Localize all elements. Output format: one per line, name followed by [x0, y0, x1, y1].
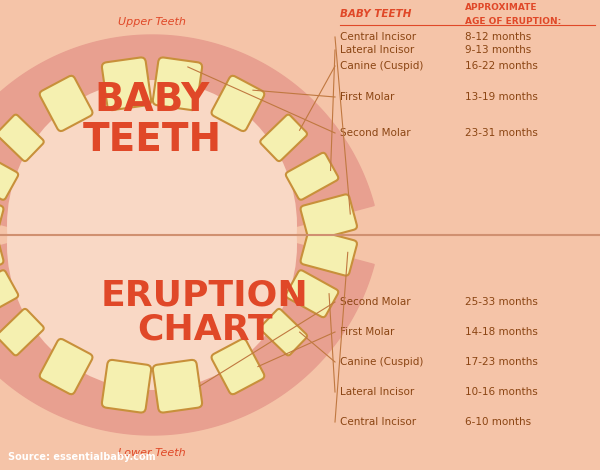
Text: 6-10 months: 6-10 months	[465, 417, 531, 427]
FancyBboxPatch shape	[0, 229, 4, 275]
FancyBboxPatch shape	[102, 57, 151, 110]
Text: Second Molar: Second Molar	[340, 297, 410, 307]
Text: CHART: CHART	[137, 313, 273, 347]
Text: Lateral Incisor: Lateral Incisor	[340, 387, 414, 397]
FancyBboxPatch shape	[0, 270, 18, 317]
FancyBboxPatch shape	[153, 360, 202, 413]
FancyBboxPatch shape	[301, 195, 357, 241]
FancyBboxPatch shape	[212, 339, 265, 394]
Text: 14-18 months: 14-18 months	[465, 327, 538, 337]
Text: APPROXIMATE: APPROXIMATE	[465, 3, 538, 12]
Polygon shape	[0, 35, 374, 229]
FancyBboxPatch shape	[286, 270, 338, 317]
Text: AGE OF ERUPTION:: AGE OF ERUPTION:	[465, 17, 561, 26]
Text: 8-12 months: 8-12 months	[465, 32, 531, 42]
Text: First Molar: First Molar	[340, 92, 394, 102]
Text: 25-33 months: 25-33 months	[465, 297, 538, 307]
Text: First Molar: First Molar	[340, 327, 394, 337]
FancyBboxPatch shape	[260, 115, 307, 161]
Text: BABY TEETH: BABY TEETH	[340, 9, 412, 19]
Text: Canine (Cuspid): Canine (Cuspid)	[340, 357, 424, 367]
Text: 17-23 months: 17-23 months	[465, 357, 538, 367]
FancyBboxPatch shape	[0, 153, 18, 200]
Text: 10-16 months: 10-16 months	[465, 387, 538, 397]
Text: Canine (Cuspid): Canine (Cuspid)	[340, 61, 424, 71]
Text: Lower Teeth: Lower Teeth	[118, 448, 186, 458]
FancyBboxPatch shape	[260, 309, 307, 355]
FancyBboxPatch shape	[212, 76, 265, 131]
FancyBboxPatch shape	[40, 339, 92, 394]
Text: 16-22 months: 16-22 months	[465, 61, 538, 71]
FancyBboxPatch shape	[102, 360, 151, 413]
Text: 23-31 months: 23-31 months	[465, 128, 538, 138]
Text: ERUPTION: ERUPTION	[101, 278, 309, 312]
Text: 9-13 months: 9-13 months	[465, 45, 531, 55]
Ellipse shape	[7, 80, 297, 370]
Text: Second Molar: Second Molar	[340, 128, 410, 138]
FancyBboxPatch shape	[301, 229, 357, 275]
FancyBboxPatch shape	[286, 153, 338, 200]
Ellipse shape	[7, 100, 297, 390]
FancyBboxPatch shape	[40, 76, 92, 131]
FancyBboxPatch shape	[0, 115, 44, 161]
Text: 13-19 months: 13-19 months	[465, 92, 538, 102]
Text: BABY: BABY	[94, 81, 209, 119]
Text: Upper Teeth: Upper Teeth	[118, 17, 186, 27]
Text: Lateral Incisor: Lateral Incisor	[340, 45, 414, 55]
Text: Central Incisor: Central Incisor	[340, 32, 416, 42]
Text: Central Incisor: Central Incisor	[340, 417, 416, 427]
FancyBboxPatch shape	[0, 195, 4, 241]
FancyBboxPatch shape	[0, 309, 44, 355]
Text: Source: essentialbaby.com: Source: essentialbaby.com	[8, 452, 155, 462]
Text: TEETH: TEETH	[82, 121, 221, 159]
FancyBboxPatch shape	[153, 57, 202, 110]
Polygon shape	[0, 241, 374, 435]
